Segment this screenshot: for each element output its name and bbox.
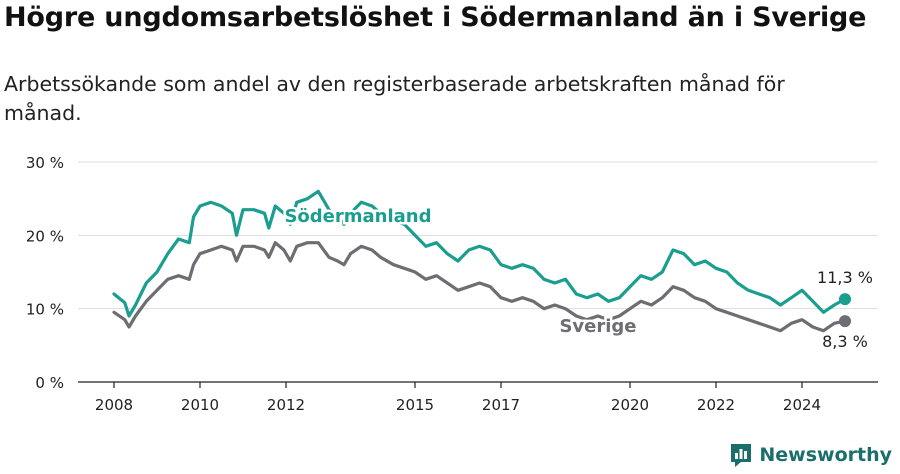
- x-tick-label: 2022: [697, 396, 735, 414]
- series-lines: [112, 189, 851, 333]
- x-tick-label: 2010: [181, 396, 219, 414]
- series-labels: 11,3 % 8,3 % Södermanland Sverige: [282, 204, 873, 352]
- x-tick-label: 2008: [95, 396, 133, 414]
- x-tick-label: 2020: [611, 396, 649, 414]
- y-tick-label: 10 %: [26, 301, 64, 319]
- x-axis: 2008 2010 2012 2015 2017 2020 2022 2024: [78, 381, 878, 414]
- series-endpoint-sverige: [839, 315, 851, 328]
- x-tick-label: 2015: [396, 396, 434, 414]
- chart-subtitle: Arbetssökande som andel av den registerb…: [4, 72, 785, 125]
- series-line-södermanland: [112, 189, 847, 318]
- brand-logo: Newsworthy: [729, 442, 892, 468]
- x-tick-label: 2017: [482, 396, 520, 414]
- grid-lines: [78, 161, 878, 310]
- y-tick-label: 20 %: [26, 227, 64, 245]
- y-tick-label: 30 %: [26, 154, 64, 172]
- brand-name: Newsworthy: [759, 444, 892, 466]
- series-end-label: 8,3 %: [822, 332, 868, 351]
- series-line-sverige: [112, 241, 847, 333]
- series-end-label: 11,3 %: [817, 268, 873, 287]
- chart-title: Högre ungdomsarbetslöshet i Södermanland…: [4, 2, 867, 33]
- line-chart: 0 % 10 % 20 % 30 % 2008 2010 2012 2015 2017 2020…: [26, 154, 878, 414]
- y-tick-label: 0 %: [35, 374, 64, 392]
- series-name-label: Södermanland: [284, 206, 431, 227]
- x-tick-label: 2024: [783, 396, 821, 414]
- newsworthy-logo-icon: [731, 444, 752, 467]
- y-axis: 0 % 10 % 20 % 30 %: [26, 154, 64, 392]
- series-name-label: Sverige: [559, 316, 636, 337]
- x-tick-label: 2012: [267, 396, 305, 414]
- series-endpoint-södermanland: [839, 293, 851, 306]
